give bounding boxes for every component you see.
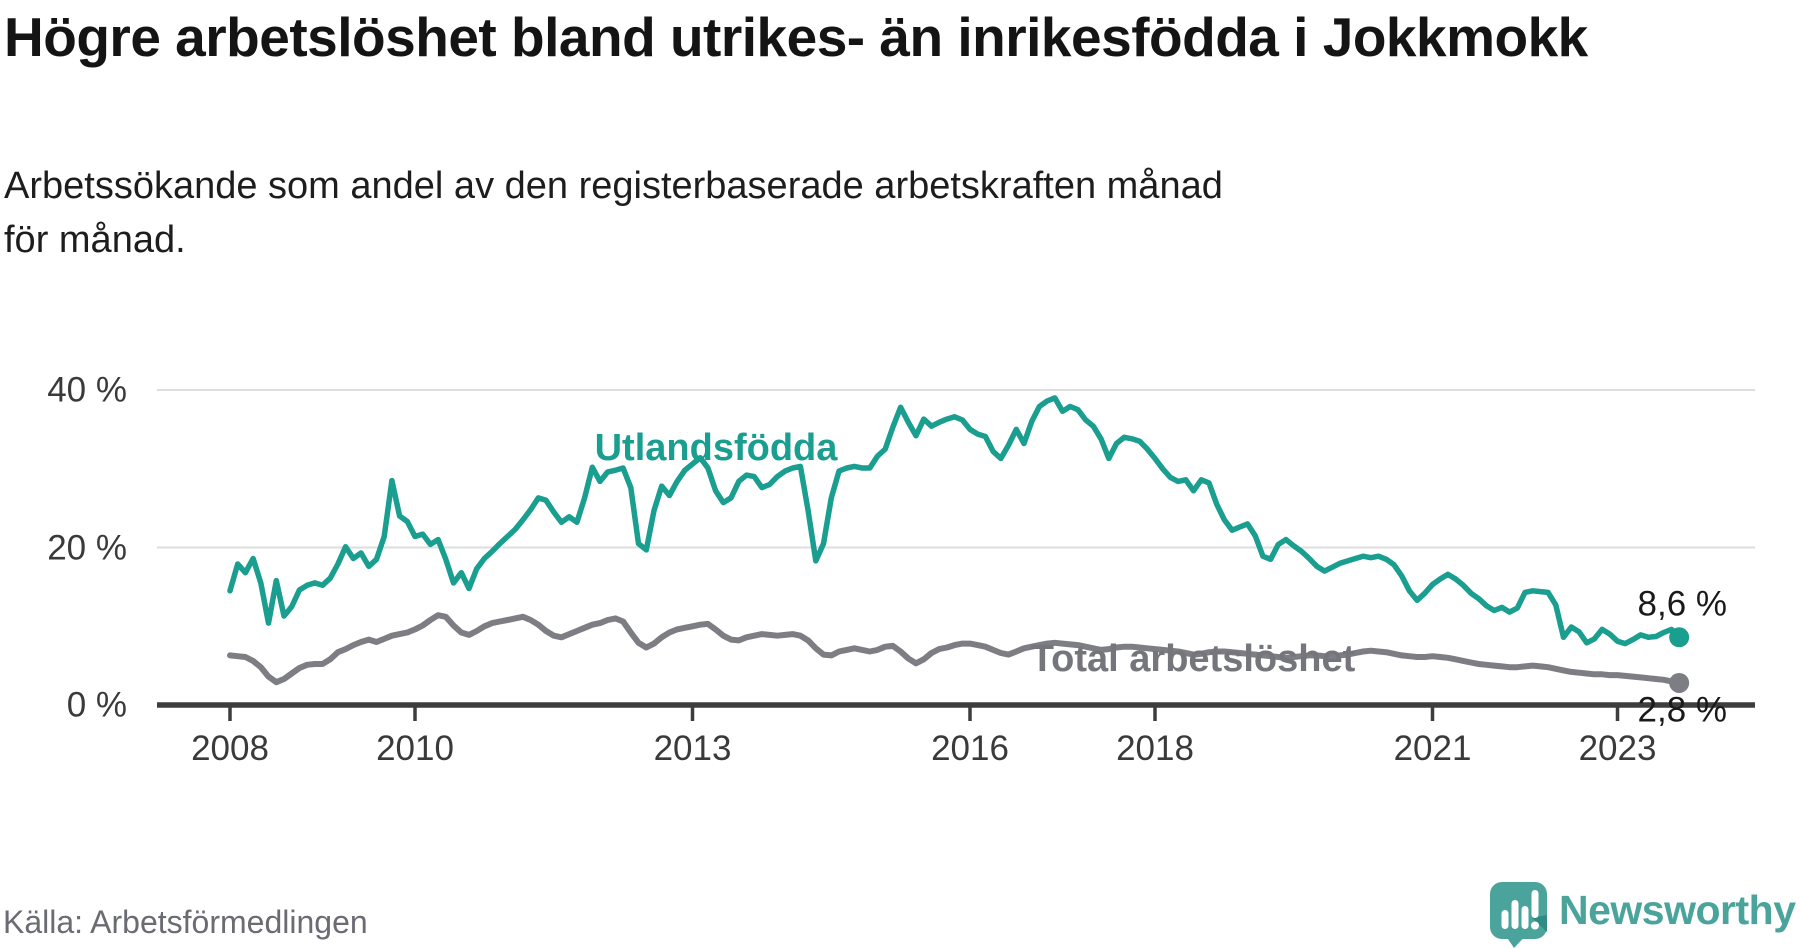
newsworthy-logo-icon — [1490, 882, 1547, 948]
line-total-arbetsloshet — [227, 612, 1683, 686]
series-label-total-arbetsloshet: Total arbetslöshet — [1030, 638, 1356, 680]
end-dot-utlandsfodda — [1669, 627, 1690, 648]
x-tick-label: 2023 — [1578, 729, 1657, 768]
y-tick-label: 20 % — [47, 528, 127, 567]
x-tick-label: 2016 — [931, 729, 1009, 768]
line-utlandsfodda — [227, 395, 1682, 647]
x-tick-label: 2013 — [653, 729, 732, 768]
x-tick-label: 2018 — [1116, 729, 1194, 768]
end-value-label-utlandsfodda: 8,6 % — [1637, 584, 1728, 624]
source-credit: Källa: Arbetsförmedlingen — [3, 904, 368, 940]
chart-subtitle: Arbetssökande som andel av den registerb… — [4, 165, 1223, 261]
y-tick-label: 0 % — [66, 685, 127, 725]
end-value-label-total: 2,8 % — [1637, 690, 1728, 730]
x-tick-label: 2008 — [191, 729, 269, 768]
y-tick-label: 40 % — [47, 370, 127, 410]
newsworthy-logo-text: Newsworthy — [1559, 887, 1796, 933]
newsworthy-logo: Newsworthy — [1489, 881, 1796, 948]
page-title: Högre arbetslöshet bland utrikes- än inr… — [4, 6, 1588, 68]
series-label-utlandsfodda: Utlandsfödda — [594, 427, 838, 469]
x-tick-label: 2010 — [376, 729, 454, 768]
x-tick-label: 2021 — [1393, 729, 1472, 768]
